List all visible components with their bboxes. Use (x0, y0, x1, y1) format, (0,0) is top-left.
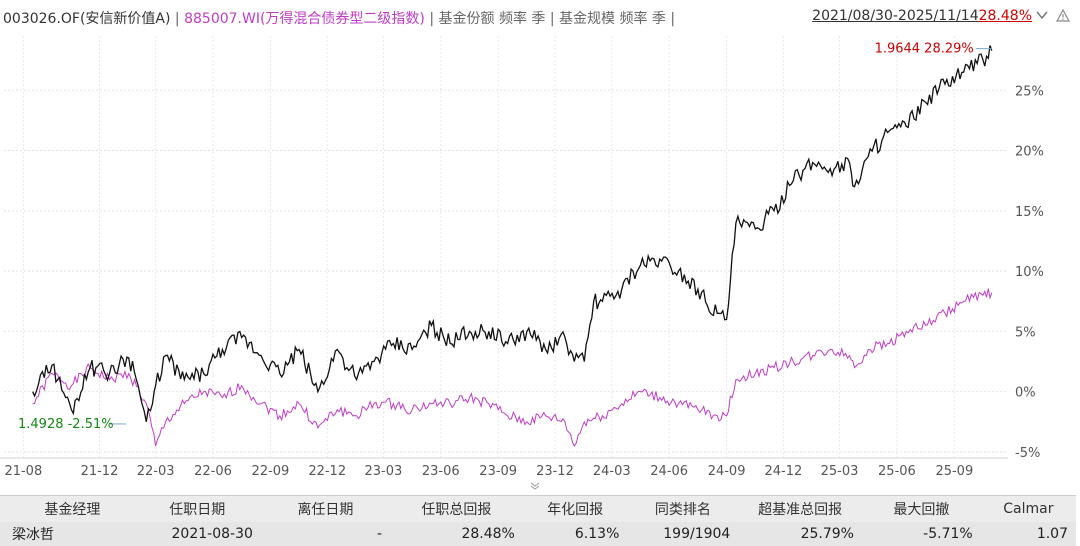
range-return-badge: 28.48% (978, 8, 1032, 24)
cell-annual-return: 6.13% (522, 522, 628, 546)
table-row[interactable]: 梁冰哲 2021-08-30 - 28.48% 6.13% 199/1904 2… (0, 522, 1076, 546)
fund-line (32, 45, 993, 422)
y-tick-label: 20% (1015, 145, 1044, 160)
point-labels: 1.9644 28.29% 1.4928 -2.51% (18, 42, 992, 432)
cell-peer-rank: 199/1904 (627, 522, 739, 546)
cell-max-drawdown: -5.71% (861, 522, 981, 546)
x-tick-label: 22-09 (252, 464, 290, 479)
chart-header: 003026.OF(安信新价值A) | 885007.WI(万得混合债券型二级指… (0, 0, 1080, 30)
chevron-down-icon[interactable] (1036, 9, 1048, 23)
cell-excess-return: 25.79% (738, 522, 862, 546)
fund-code-label[interactable]: 003026.OF(安信新价值A) (3, 11, 171, 27)
header-start-date[interactable]: 任职日期 (133, 495, 261, 522)
x-tick-label: 23-09 (479, 464, 517, 479)
benchmark-code-label[interactable]: 885007.WI(万得混合债券型二级指数) (184, 11, 425, 27)
header-annual-return[interactable]: 年化回报 (522, 495, 628, 522)
x-tick-label: 24-06 (650, 464, 688, 479)
y-tick-label: 5% (1015, 325, 1036, 340)
x-tick-label: 21-12 (81, 464, 119, 479)
header-manager[interactable]: 基金经理 (0, 495, 134, 522)
x-tick-label: 22-06 (194, 464, 232, 479)
x-tick-label: 21-08 (4, 464, 42, 479)
header-extra-options[interactable]: 基金份额 频率 季 | 基金规模 频率 季 | (438, 11, 676, 27)
cell-start-date: 2021-08-30 (133, 522, 261, 546)
y-tick-label: 0% (1015, 386, 1036, 401)
x-tick-label: 24-09 (708, 464, 746, 479)
x-tick-label: 25-06 (878, 464, 916, 479)
y-axis-ticks: -5% 0% 5% 10% 15% 20% 25% (1015, 84, 1044, 461)
benchmark-line (32, 288, 993, 447)
manager-table: 基金经理 任职日期 离任日期 任职总回报 年化回报 同类排名 超基准总回报 最大… (0, 495, 1080, 546)
cell-manager[interactable]: 梁冰哲 (0, 522, 134, 546)
end-point-label: 1.9644 28.29% (875, 42, 974, 57)
x-tick-label: 23-03 (364, 464, 402, 479)
x-tick-label: 24-03 (593, 464, 631, 479)
header-peer-rank[interactable]: 同类排名 (627, 495, 739, 522)
x-tick-label: 23-12 (536, 464, 574, 479)
start-point-label: 1.4928 -2.51% (18, 417, 114, 432)
cell-total-return: 28.48% (390, 522, 523, 546)
x-tick-label: 25-03 (821, 464, 859, 479)
header-end-date[interactable]: 离任日期 (260, 495, 390, 522)
header-calmar[interactable]: Calmar (980, 495, 1076, 522)
header-max-drawdown[interactable]: 最大回撤 (861, 495, 981, 522)
y-tick-label: 10% (1015, 265, 1044, 280)
collapse-toggle-icon[interactable] (530, 481, 540, 494)
x-tick-label: 22-03 (137, 464, 175, 479)
y-tick-label: -5% (1015, 446, 1040, 461)
x-tick-label: 22-12 (308, 464, 346, 479)
x-tick-label: 23-06 (422, 464, 460, 479)
header-separator: | (424, 11, 439, 27)
header-total-return[interactable]: 任职总回报 (390, 495, 523, 522)
x-axis-ticks: 21-08 21-12 22-03 22-06 22-09 22-12 23-03 23-06… (4, 464, 973, 479)
date-range-selector[interactable]: 2021/08/30-2025/11/14 (812, 8, 979, 24)
x-tick-label: 24-12 (764, 464, 802, 479)
y-tick-label: 25% (1015, 84, 1044, 99)
header-excess-return[interactable]: 超基准总回报 (738, 495, 862, 522)
x-tick-label: 25-09 (935, 464, 973, 479)
chart-grid (0, 36, 1008, 459)
y-tick-label: 15% (1015, 205, 1044, 220)
header-separator: | (170, 11, 185, 27)
warning-icon[interactable] (1055, 8, 1071, 25)
cell-end-date: - (260, 522, 390, 546)
series-lines (32, 45, 993, 447)
table-header-row: 基金经理 任职日期 离任日期 任职总回报 年化回报 同类排名 超基准总回报 最大… (0, 495, 1076, 522)
cell-calmar: 1.07 (980, 522, 1076, 546)
performance-chart[interactable]: -5% 0% 5% 10% 15% 20% 25% 21-08 21-12 22-03 22-06… (0, 30, 1080, 480)
